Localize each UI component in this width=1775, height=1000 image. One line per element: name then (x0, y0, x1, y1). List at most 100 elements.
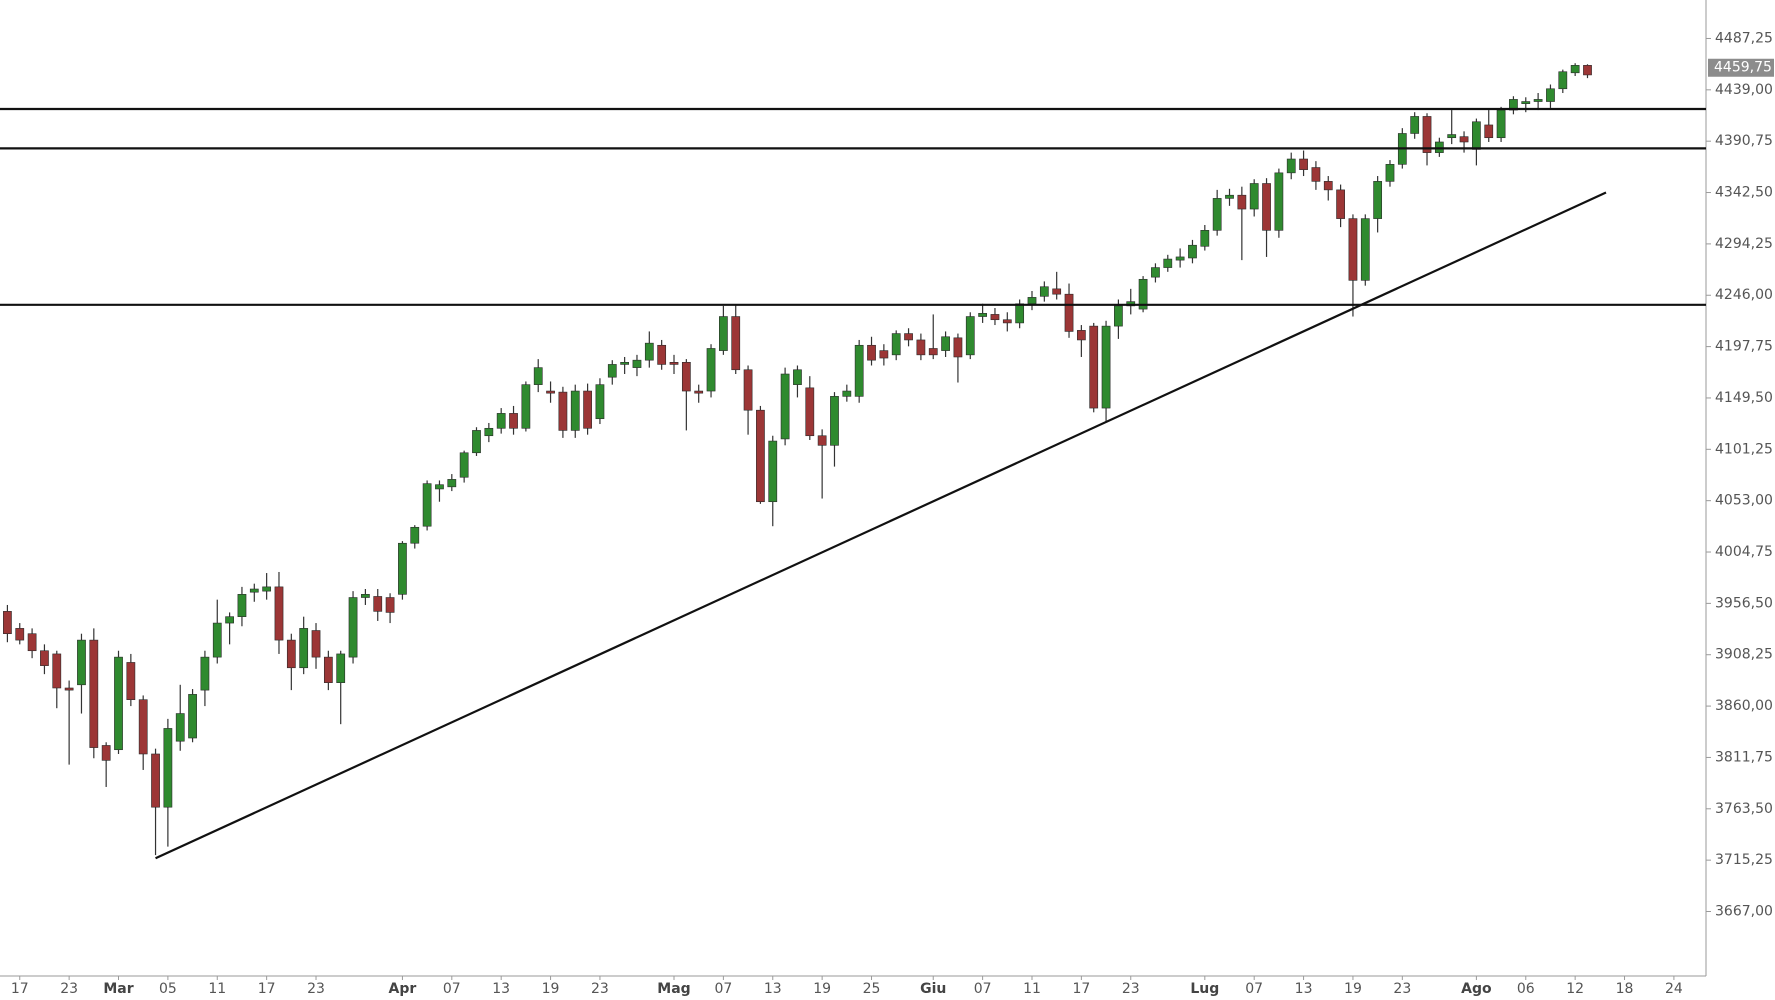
x-tick-label: 19 (542, 981, 560, 997)
candle-body (1484, 124, 1494, 139)
y-tick-label: 4053,00 (1715, 493, 1773, 509)
x-tick-label: 23 (307, 981, 325, 997)
candle-body (77, 639, 86, 686)
candle-body (1188, 244, 1197, 259)
candle-body (64, 687, 74, 691)
candle-body (1533, 99, 1543, 102)
candle-body (1262, 183, 1271, 231)
candle-body (1521, 101, 1531, 104)
candle-body (1348, 218, 1358, 281)
candle-body (879, 350, 889, 359)
candle-body (669, 362, 679, 365)
x-tick-label: 13 (1295, 981, 1313, 997)
x-tick-label: 13 (764, 981, 782, 997)
candle-body (1225, 194, 1234, 199)
candle-body (1089, 325, 1099, 409)
candle-body (558, 391, 568, 431)
x-tick-label: Mar (103, 981, 133, 997)
candle-body (348, 597, 358, 658)
candle-body (1546, 88, 1555, 102)
candle-body (1583, 65, 1592, 76)
y-tick-label: 4149,50 (1715, 390, 1773, 406)
x-tick-label: 17 (11, 981, 29, 997)
candle-body (175, 713, 185, 742)
candle-body (644, 342, 654, 361)
candle-body (620, 362, 630, 365)
candle-body (521, 384, 531, 429)
candle-body (496, 413, 506, 429)
candle-body (237, 594, 247, 617)
trend-line (155, 191, 1607, 860)
candle-body (1459, 136, 1469, 143)
candle-body (1323, 181, 1333, 191)
x-tick-label: 18 (1616, 981, 1634, 997)
candle-body (965, 316, 975, 356)
candle-body (3, 611, 12, 635)
candle-body (583, 390, 592, 429)
candle-body (188, 694, 197, 739)
candle-body (1064, 293, 1074, 332)
y-tick-label: 4390,75 (1715, 133, 1773, 149)
candle-body (1472, 121, 1481, 150)
y-tick-label: 4294,25 (1715, 236, 1773, 252)
x-tick-label: 12 (1566, 981, 1584, 997)
candle-body (472, 430, 481, 454)
y-tick-label: 4487,25 (1715, 30, 1773, 46)
x-tick-label: 23 (60, 981, 78, 997)
candle-body (52, 653, 62, 689)
candle-body (1410, 116, 1420, 134)
x-tick-label: 11 (1023, 981, 1041, 997)
last-price-tag (1708, 58, 1774, 77)
candle-body (867, 344, 876, 361)
candle-body (311, 630, 321, 658)
candle-body (632, 359, 642, 368)
candle-body (274, 586, 284, 641)
candle-body (1212, 198, 1222, 231)
candle-body (484, 427, 494, 437)
candle-body (928, 348, 938, 356)
candle-body (435, 484, 444, 490)
candle-body (805, 387, 815, 437)
x-tick-label: Mag (657, 981, 690, 997)
candle-body (743, 369, 753, 411)
candle-body (27, 633, 37, 652)
x-tick-label: 25 (863, 981, 881, 997)
candle-body (1002, 319, 1012, 324)
candle-body (225, 616, 234, 624)
candle-body (1200, 230, 1210, 247)
candle-body (842, 390, 852, 397)
candle-body (1101, 325, 1111, 409)
candle-body (15, 628, 25, 641)
x-tick-label: 17 (258, 981, 276, 997)
candle-body (1175, 256, 1185, 261)
y-tick-label: 4439,00 (1715, 82, 1773, 98)
candle-body (40, 650, 49, 666)
candle-body (904, 333, 913, 341)
x-tick-label: Giu (920, 981, 946, 997)
candle-body (595, 384, 605, 420)
candle-body (1237, 194, 1247, 210)
x-tick-label: 17 (1072, 981, 1090, 997)
y-tick-label: 4101,25 (1715, 441, 1773, 457)
candle-body (249, 588, 259, 593)
x-tick-label: 05 (159, 981, 177, 997)
candle-body (1151, 267, 1160, 278)
x-tick-label: 23 (591, 981, 609, 997)
candle-body (1311, 167, 1321, 182)
x-tick-label: 19 (1344, 981, 1362, 997)
y-tick-label: 3860,00 (1715, 698, 1773, 714)
candle-body (1249, 183, 1259, 210)
candle-body (694, 390, 704, 394)
x-tick-label: 11 (208, 981, 226, 997)
x-tick-label: 23 (1122, 981, 1140, 997)
candle-body (262, 586, 272, 592)
x-tick-label: 07 (443, 981, 461, 997)
x-tick-label: Apr (389, 981, 417, 997)
y-tick-label: 3908,25 (1715, 647, 1773, 663)
candle-body (89, 639, 99, 748)
candle-body (101, 745, 111, 761)
candle-body (607, 364, 617, 378)
x-tick-label: 06 (1517, 981, 1535, 997)
